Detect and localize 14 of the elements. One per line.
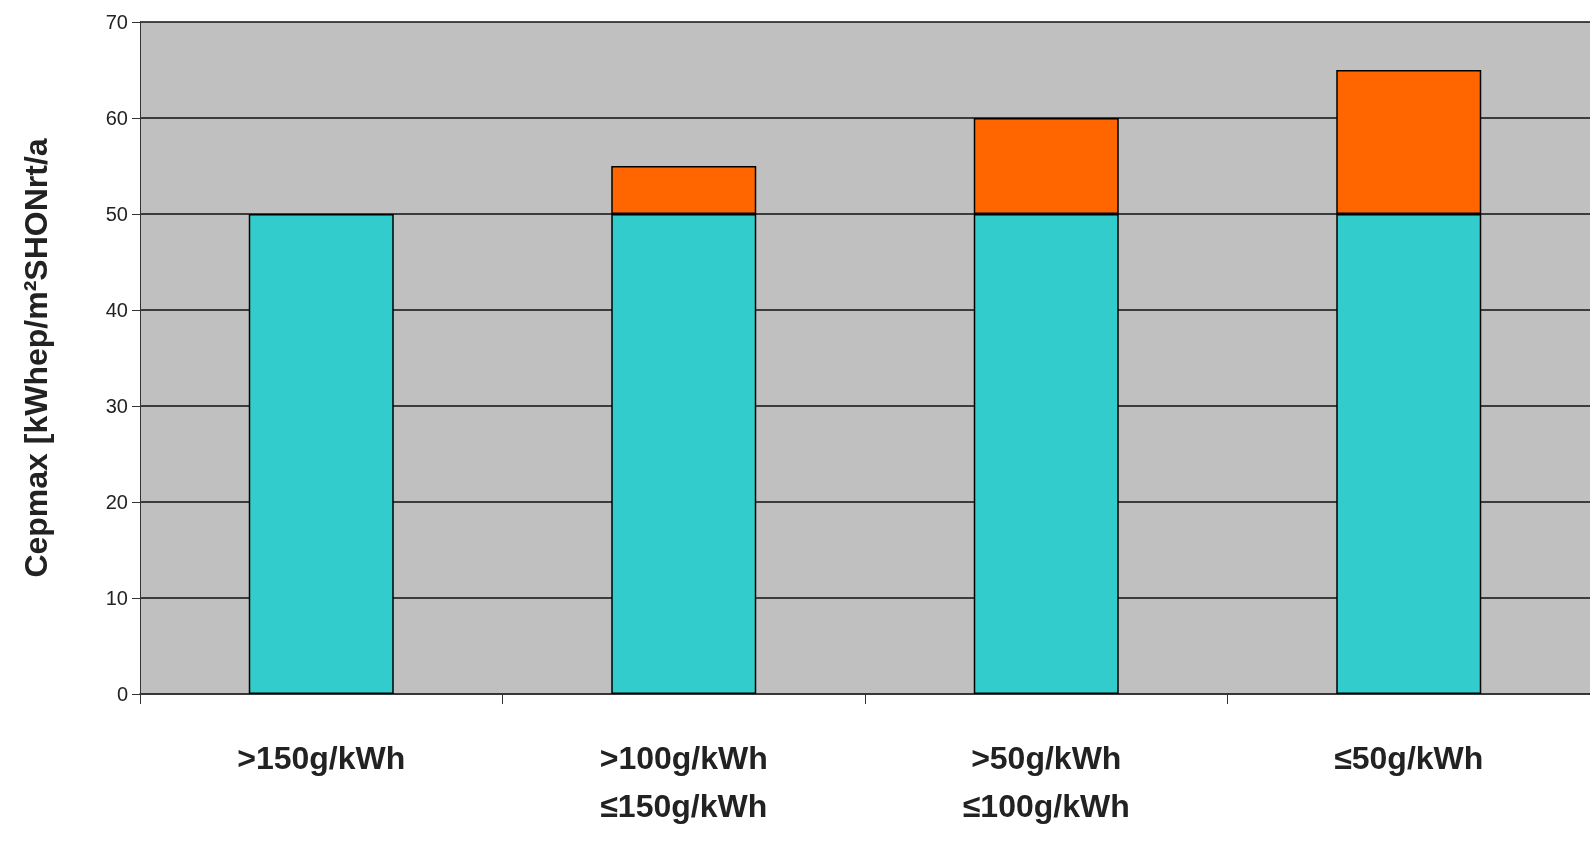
y-tick-label: 70	[105, 11, 128, 33]
bar	[248, 214, 394, 694]
y-tick-label: 10	[105, 587, 128, 609]
x-tick-label: >150g/kWh	[237, 740, 406, 776]
x-tick-label: >100g/kWh ≤150g/kWh	[599, 740, 768, 824]
y-axis-title: Cepmax [kWhep/m²SHONrt/a	[18, 138, 54, 578]
y-tick-label: 0	[116, 683, 128, 705]
y-tick-label: 30	[105, 395, 128, 417]
x-tick-label: >50g/kWh ≤100g/kWh	[962, 740, 1130, 824]
y-tick-label: 50	[105, 203, 128, 225]
y-tick-label: 40	[105, 299, 128, 321]
y-tick-label: 60	[105, 107, 128, 129]
y-tick-label: 20	[105, 491, 128, 513]
x-tick-label: ≤50g/kWh	[1334, 740, 1484, 776]
